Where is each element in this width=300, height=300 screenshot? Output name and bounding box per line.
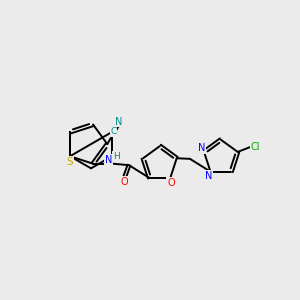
Text: O: O (121, 177, 129, 187)
Text: C: C (110, 127, 117, 136)
Text: S: S (67, 157, 73, 166)
Text: H: H (113, 152, 119, 160)
Text: N: N (205, 171, 212, 181)
Text: O: O (167, 178, 175, 188)
Text: N: N (105, 155, 112, 165)
Text: N: N (116, 117, 123, 127)
Text: Cl: Cl (250, 142, 260, 152)
Text: N: N (198, 143, 205, 153)
